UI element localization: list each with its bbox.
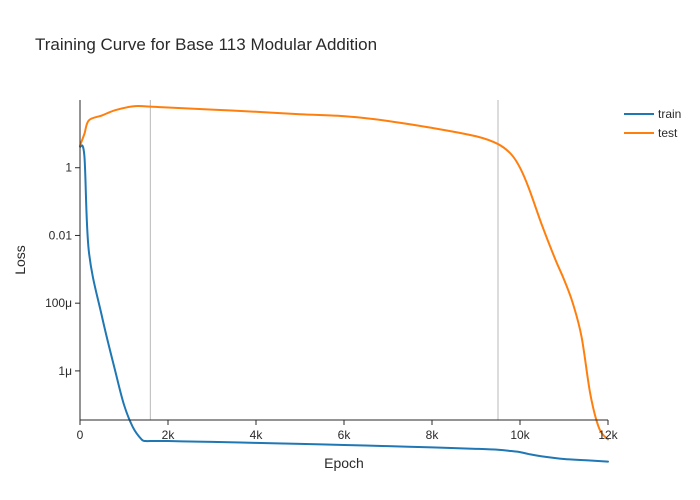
legend: train test [624, 107, 681, 140]
x-tick-label: 4k [250, 428, 264, 442]
x-tick-label: 12k [598, 428, 618, 442]
x-tick-label: 2k [162, 428, 176, 442]
y-axis-title: Loss [12, 245, 28, 275]
legend-item-train[interactable]: train [624, 107, 681, 121]
y-tick-label: 1μ [58, 364, 72, 378]
x-tick-label: 6k [338, 428, 352, 442]
y-tick-label: 100μ [45, 296, 72, 310]
reference-lines [149, 100, 499, 420]
x-axis-ticks: 0 2k 4k 6k 8k 10k 12k [77, 420, 619, 442]
series-line-test [79, 105, 609, 441]
x-axis-title: Epoch [324, 455, 364, 471]
legend-item-test[interactable]: test [624, 126, 678, 140]
series-lines [79, 105, 609, 463]
legend-label-train: train [658, 107, 681, 121]
x-tick-label: 10k [510, 428, 530, 442]
y-tick-label: 0.01 [49, 228, 73, 242]
x-tick-label: 0 [77, 428, 84, 442]
y-tick-label: 1 [65, 161, 72, 175]
x-tick-label: 8k [426, 428, 440, 442]
series-line-train [79, 144, 609, 463]
legend-label-test: test [658, 126, 678, 140]
y-axis-ticks: 1 0.01 100μ 1μ [45, 161, 80, 378]
chart-title: Training Curve for Base 113 Modular Addi… [35, 35, 377, 54]
